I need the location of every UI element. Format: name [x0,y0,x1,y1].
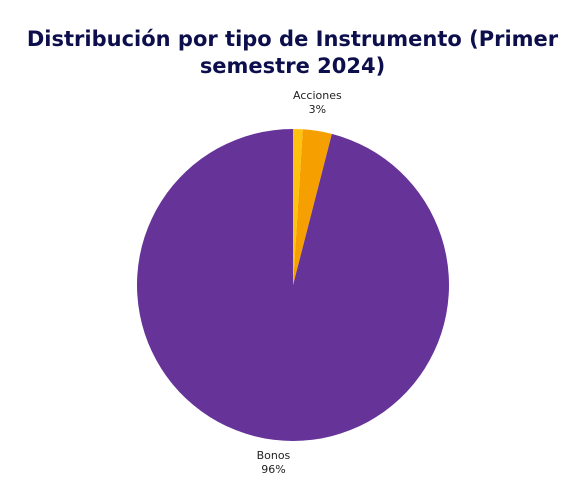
slice-label-acciones: Acciones [293,89,342,102]
pie-slice-acciones [293,129,332,285]
pie-slice-other [293,129,303,285]
chart-title: Distribución por tipo de Instrumento (Pr… [0,26,585,80]
chart-title-line-2: semestre 2024) [199,54,386,78]
pie-slice-bonos [137,129,450,442]
slice-value-acciones: 3% [309,103,326,116]
chart-title-line-1: Distribución por tipo de Instrumento (Pr… [26,27,559,51]
slice-label-bonos: Bonos [257,449,291,462]
slice-value-bonos: 96% [261,463,285,476]
